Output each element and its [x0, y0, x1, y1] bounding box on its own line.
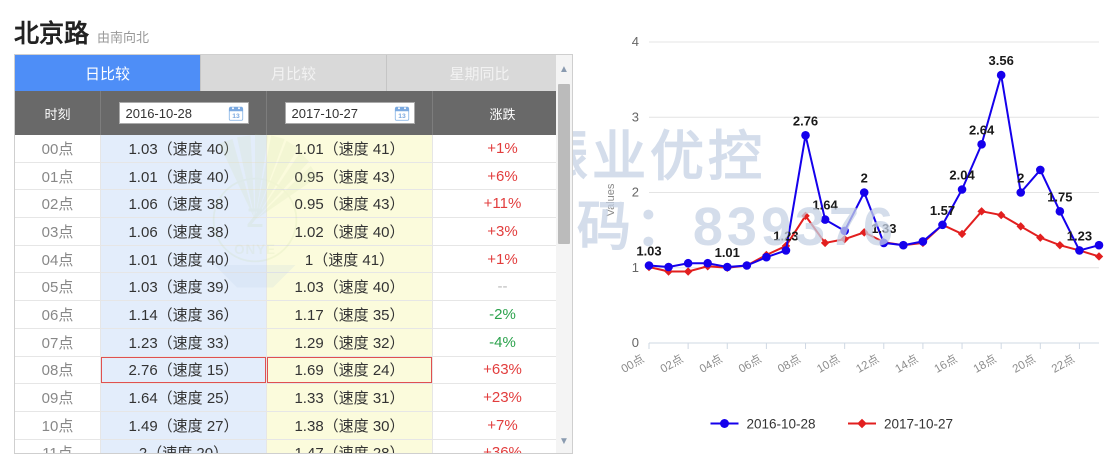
svg-text:1.33: 1.33: [871, 221, 896, 236]
svg-text:06点: 06点: [736, 352, 764, 375]
svg-text:1: 1: [632, 260, 639, 275]
svg-text:00点: 00点: [619, 352, 647, 375]
svg-text:20点: 20点: [1010, 352, 1038, 375]
svg-text:2.76: 2.76: [793, 113, 818, 128]
svg-text:04点: 04点: [697, 352, 725, 375]
svg-text:1.75: 1.75: [1047, 189, 1072, 204]
svg-text:2.04: 2.04: [949, 167, 975, 182]
svg-text:3.56: 3.56: [989, 53, 1014, 68]
svg-text:10点: 10点: [815, 352, 843, 375]
svg-text:13: 13: [232, 113, 240, 120]
svg-text:2: 2: [861, 171, 868, 186]
svg-text:1.64: 1.64: [812, 198, 838, 213]
svg-text:16点: 16点: [932, 352, 960, 375]
svg-text:4: 4: [632, 34, 639, 49]
svg-text:13: 13: [398, 113, 406, 120]
svg-text:2017-10-27: 2017-10-27: [884, 417, 953, 432]
svg-text:0: 0: [632, 335, 639, 350]
svg-text:3: 3: [632, 109, 639, 124]
svg-text:12点: 12点: [854, 352, 882, 375]
svg-text:Values: Values: [605, 183, 617, 216]
svg-text:2: 2: [1017, 171, 1024, 186]
svg-text:1.57: 1.57: [930, 203, 955, 218]
svg-text:1.01: 1.01: [715, 245, 740, 260]
svg-text:2.64: 2.64: [969, 122, 995, 137]
svg-text:22点: 22点: [1049, 352, 1077, 375]
svg-text:1.23: 1.23: [773, 228, 798, 243]
svg-text:02点: 02点: [658, 352, 686, 375]
svg-text:2: 2: [632, 185, 639, 200]
svg-text:1.03: 1.03: [636, 243, 661, 258]
svg-text:14点: 14点: [893, 352, 921, 375]
svg-text:18点: 18点: [971, 352, 999, 375]
svg-text:2016-10-28: 2016-10-28: [747, 417, 816, 432]
svg-text:1.23: 1.23: [1067, 228, 1092, 243]
svg-text:08点: 08点: [775, 352, 803, 375]
